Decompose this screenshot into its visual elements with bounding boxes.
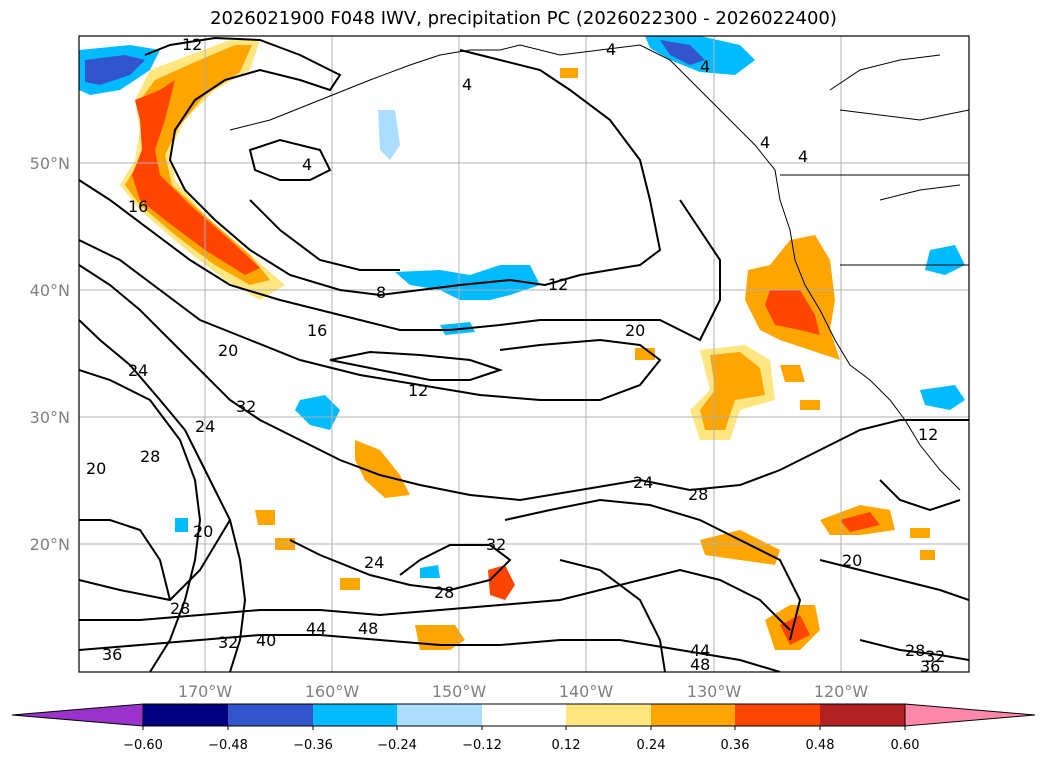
contour-label: 20 (625, 321, 645, 340)
colorbar-swatch (820, 704, 905, 726)
contour-label: 12 (408, 381, 428, 400)
contour-label: 4 (462, 75, 472, 94)
lon-tick-label: 160°W (305, 682, 360, 701)
contour-label: 48 (690, 655, 710, 674)
colorbar-swatch (228, 704, 313, 726)
contour-label: 20 (86, 459, 106, 478)
contour-label: 16 (307, 321, 327, 340)
contour-label: 32 (218, 633, 238, 652)
contour-label: 4 (700, 57, 710, 76)
colorbar-swatch (143, 704, 228, 726)
contour-label: 16 (128, 197, 148, 216)
map-frame (78, 35, 970, 673)
contour-label: 24 (633, 473, 653, 492)
lat-axis: 20°N 30°N 40°N 50°N (30, 154, 70, 554)
contour-label: 36 (920, 657, 940, 676)
lon-tick-label: 120°W (814, 682, 869, 701)
colorbar-swatch (651, 704, 735, 726)
contour-label: 24 (364, 553, 384, 572)
map-gridlines (79, 36, 969, 672)
colorbar-tick-label: −0.48 (208, 738, 248, 753)
colorbar-tick-label: 0.60 (891, 738, 920, 753)
contour-label: 4 (302, 155, 312, 174)
colorbar-tick-label: −0.12 (462, 738, 502, 753)
iwv-contours (79, 36, 969, 672)
colorbar-swatch (482, 704, 566, 726)
contour-label: 8 (376, 283, 386, 302)
colorbar-swatch (735, 704, 820, 726)
lat-tick-label: 40°N (30, 281, 70, 300)
contour-labels: 12 4 4 4 4 4 4 16 8 12 16 20 20 24 12 24… (86, 35, 945, 676)
precip-negative-shading (79, 36, 965, 578)
contour-label: 28 (140, 447, 160, 466)
contour-label: 4 (760, 133, 770, 152)
contour-label: 28 (434, 583, 454, 602)
contour-label: 20 (193, 522, 213, 541)
contour-label: 28 (688, 485, 708, 504)
contour-label: 32 (925, 647, 945, 666)
colorbar-tick-label: −0.36 (293, 738, 333, 753)
contour-label: 44 (690, 641, 710, 660)
colorbar-swatch (397, 704, 482, 726)
contour-label: 44 (306, 619, 326, 638)
contour-label: 20 (842, 551, 862, 570)
colorbar-tick-label: 0.36 (721, 738, 750, 753)
contour-label: 32 (486, 535, 506, 554)
contour-label: 36 (102, 645, 122, 664)
contour-label: 12 (918, 425, 938, 444)
contour-label: 40 (256, 631, 276, 650)
map-area: 12 4 4 4 4 4 4 16 8 12 16 20 20 24 12 24… (79, 35, 969, 676)
contour-label: 24 (195, 417, 215, 436)
contour-label: 20 (218, 341, 238, 360)
lat-tick-label: 30°N (30, 408, 70, 427)
contour-label: 28 (905, 641, 925, 660)
colorbar-tick-label: −0.24 (377, 738, 417, 753)
contour-label: 48 (358, 619, 378, 638)
colorbar-tick-label: −0.60 (123, 738, 163, 753)
lat-tick-label: 50°N (30, 154, 70, 173)
lon-tick-label: 140°W (559, 682, 614, 701)
colorbar: −0.60 −0.48 −0.36 −0.24 −0.12 0.12 0.24 … (11, 703, 1036, 753)
lat-tick-label: 20°N (30, 535, 70, 554)
colorbar-extend-low (11, 703, 144, 727)
contour-label: 32 (236, 397, 256, 416)
colorbar-extend-high (904, 703, 1036, 727)
lon-axis: 170°W 160°W 150°W 140°W 130°W 120°W (178, 682, 869, 701)
coastlines (229, 44, 969, 491)
contour-label: 4 (798, 147, 808, 166)
contour-label: 12 (548, 275, 568, 294)
contour-label: 4 (606, 40, 616, 59)
contour-label: 12 (182, 35, 202, 54)
colorbar-tick-label: 0.24 (637, 738, 666, 753)
colorbar-swatch (313, 704, 397, 726)
contour-label: 24 (128, 361, 148, 380)
colorbar-tick-label: 0.12 (552, 738, 581, 753)
page-title: 2026021900 F048 IWV, precipitation PC (2… (210, 8, 837, 29)
lon-tick-label: 170°W (178, 682, 233, 701)
colorbar-swatch (566, 704, 651, 726)
lon-tick-label: 130°W (687, 682, 742, 701)
colorbar-tick-label: 0.48 (806, 738, 835, 753)
lon-tick-label: 150°W (432, 682, 487, 701)
contour-label: 28 (170, 599, 190, 618)
